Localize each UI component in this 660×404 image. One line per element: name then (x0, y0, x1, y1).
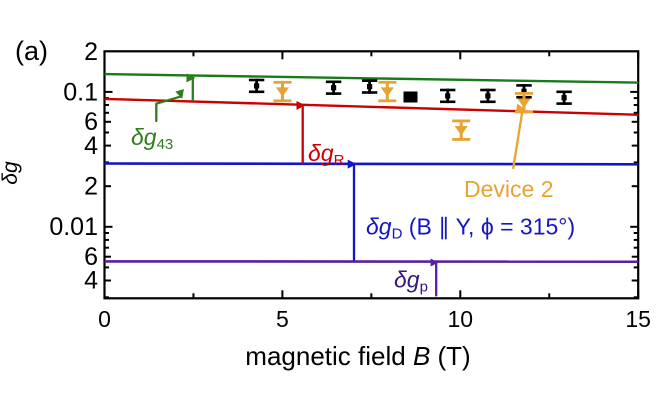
svg-text:δg43: δg43 (131, 124, 173, 153)
svg-text:Device 2: Device 2 (464, 176, 553, 202)
svg-text:δg: δg (0, 161, 22, 185)
svg-text:15: 15 (625, 306, 651, 332)
svg-text:0.1: 0.1 (63, 79, 98, 107)
svg-text:δgD (B ∥ Y, ϕ = 315°): δgD (B ∥ Y, ϕ = 315°) (366, 214, 575, 243)
svg-text:10: 10 (448, 306, 474, 332)
svg-text:δgp: δgp (394, 267, 428, 296)
svg-text:magnetic field B (T): magnetic field B (T) (245, 341, 470, 371)
svg-text:0: 0 (98, 306, 111, 332)
svg-text:(a): (a) (15, 36, 48, 66)
svg-text:δgR: δgR (308, 140, 345, 169)
svg-text:2: 2 (84, 38, 98, 66)
svg-text:0.01: 0.01 (49, 213, 98, 241)
svg-text:4: 4 (84, 132, 98, 160)
svg-text:5: 5 (276, 306, 289, 332)
svg-text:2: 2 (84, 172, 98, 200)
svg-text:4: 4 (84, 267, 98, 295)
